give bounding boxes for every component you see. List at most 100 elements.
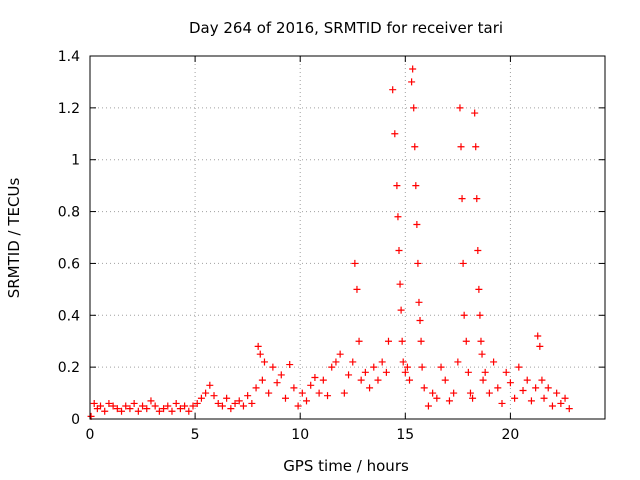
y-tick-label: 0.4 bbox=[58, 308, 80, 324]
data-point bbox=[189, 402, 197, 410]
data-point bbox=[281, 394, 289, 402]
data-point bbox=[168, 407, 176, 415]
data-point bbox=[239, 402, 247, 410]
y-axis-label: SRMTID / TECUs bbox=[5, 178, 23, 299]
data-point bbox=[450, 389, 458, 397]
data-point bbox=[474, 246, 482, 254]
data-point bbox=[351, 259, 359, 267]
data-point bbox=[389, 86, 397, 94]
data-point bbox=[286, 361, 294, 369]
data-point bbox=[193, 399, 201, 407]
x-tick-label: 20 bbox=[501, 427, 519, 443]
data-point bbox=[394, 213, 402, 221]
data-point bbox=[353, 285, 361, 293]
data-point bbox=[260, 358, 268, 366]
data-point bbox=[319, 376, 327, 384]
y-tick-label: 0.8 bbox=[58, 205, 80, 221]
data-point bbox=[273, 379, 281, 387]
data-point bbox=[481, 368, 489, 376]
data-point bbox=[328, 363, 336, 371]
data-point bbox=[151, 402, 159, 410]
data-point bbox=[214, 399, 222, 407]
data-point bbox=[197, 394, 205, 402]
data-point bbox=[399, 358, 407, 366]
data-point bbox=[477, 337, 485, 345]
data-point bbox=[210, 392, 218, 400]
ticks: 0 5 10 15 20 0 0.2 0.4 0.6 0.8 1 1.2 1.4 bbox=[58, 49, 605, 443]
data-point bbox=[378, 358, 386, 366]
data-point bbox=[553, 389, 561, 397]
data-point bbox=[256, 350, 264, 358]
data-point bbox=[294, 402, 302, 410]
data-point bbox=[511, 394, 519, 402]
data-point bbox=[258, 376, 266, 384]
data-point bbox=[548, 402, 556, 410]
x-tick-label: 15 bbox=[396, 427, 414, 443]
data-point bbox=[396, 280, 404, 288]
data-point bbox=[160, 405, 168, 413]
data-point bbox=[544, 384, 552, 392]
data-point bbox=[458, 195, 466, 203]
data-point bbox=[409, 65, 417, 73]
data-point bbox=[475, 285, 483, 293]
data-point bbox=[340, 389, 348, 397]
y-tick-label: 1.4 bbox=[58, 49, 80, 65]
data-point bbox=[298, 389, 306, 397]
data-point bbox=[502, 368, 510, 376]
data-point bbox=[143, 405, 151, 413]
data-point bbox=[307, 381, 315, 389]
data-point bbox=[406, 376, 414, 384]
data-point bbox=[398, 337, 406, 345]
data-point bbox=[433, 394, 441, 402]
data-point bbox=[459, 259, 467, 267]
data-point bbox=[457, 143, 465, 151]
data-point bbox=[130, 399, 138, 407]
data-point bbox=[248, 399, 256, 407]
data-point bbox=[336, 350, 344, 358]
data-point bbox=[147, 397, 155, 405]
data-point bbox=[252, 384, 260, 392]
data-point bbox=[420, 384, 428, 392]
data-point bbox=[202, 389, 210, 397]
data-point bbox=[469, 394, 477, 402]
x-tick-label: 5 bbox=[191, 427, 200, 443]
data-point bbox=[471, 109, 479, 117]
data-point bbox=[540, 394, 548, 402]
chart-title: Day 264 of 2016, SRMTID for receiver tar… bbox=[189, 19, 503, 37]
data-point bbox=[355, 337, 363, 345]
data-point bbox=[235, 397, 243, 405]
data-point bbox=[411, 143, 419, 151]
data-point bbox=[395, 246, 403, 254]
data-point bbox=[176, 405, 184, 413]
data-point bbox=[374, 376, 382, 384]
data-point bbox=[218, 402, 226, 410]
data-point bbox=[172, 399, 180, 407]
data-point bbox=[90, 399, 98, 407]
data-point bbox=[485, 389, 493, 397]
data-point bbox=[538, 376, 546, 384]
data-point bbox=[414, 259, 422, 267]
plot-border bbox=[89, 55, 606, 420]
data-point bbox=[397, 306, 405, 314]
data-point bbox=[561, 394, 569, 402]
y-tick-label: 0.2 bbox=[58, 360, 80, 376]
data-point bbox=[366, 384, 374, 392]
data-point bbox=[454, 358, 462, 366]
data-point bbox=[206, 381, 214, 389]
data-point bbox=[113, 405, 121, 413]
data-point bbox=[445, 397, 453, 405]
x-tick-label: 0 bbox=[86, 427, 95, 443]
data-point bbox=[557, 399, 565, 407]
data-point bbox=[473, 195, 481, 203]
data-point bbox=[97, 402, 105, 410]
data-point bbox=[185, 407, 193, 415]
data-point bbox=[101, 407, 109, 415]
data-point bbox=[462, 337, 470, 345]
data-point bbox=[105, 399, 113, 407]
data-point bbox=[254, 342, 262, 350]
data-point bbox=[122, 402, 130, 410]
data-point bbox=[498, 399, 506, 407]
data-point bbox=[269, 363, 277, 371]
y-tick-label: 1.2 bbox=[58, 101, 80, 117]
